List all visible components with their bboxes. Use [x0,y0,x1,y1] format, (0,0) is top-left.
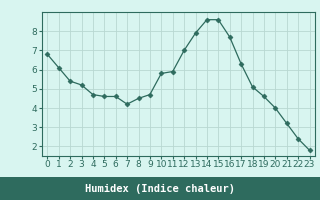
Text: Humidex (Indice chaleur): Humidex (Indice chaleur) [85,183,235,194]
